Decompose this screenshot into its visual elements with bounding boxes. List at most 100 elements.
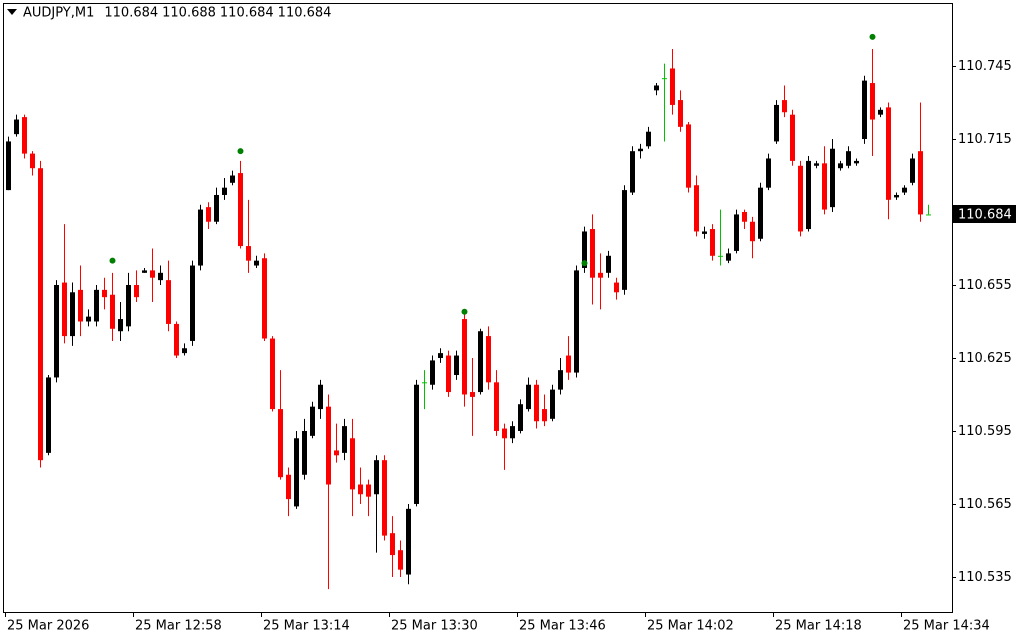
candle-body: [846, 151, 851, 166]
candle-body: [766, 158, 771, 188]
candle-body: [902, 187, 907, 193]
x-tick-label: 25 Mar 12:58: [135, 619, 222, 634]
fractal-dot: [581, 260, 588, 267]
fractal-dot: [237, 148, 244, 155]
candle-body: [598, 272, 603, 278]
candle-body: [678, 100, 683, 127]
candle-body: [406, 508, 411, 575]
candle-body: [54, 284, 59, 378]
y-tick-label: 110.565: [958, 497, 1012, 512]
candle-body: [126, 284, 131, 327]
candle-body: [422, 382, 427, 384]
candle-body: [38, 168, 43, 461]
candle-body: [854, 160, 859, 164]
candle-body: [158, 272, 163, 281]
candle-body: [894, 194, 899, 198]
y-tick-label: 110.655: [958, 278, 1012, 293]
candle-body: [694, 185, 699, 232]
candle-body: [46, 377, 51, 453]
candle-body: [710, 229, 715, 256]
fractal-dot: [461, 308, 468, 315]
y-tick-label: 110.595: [958, 424, 1012, 439]
candle-body: [870, 83, 875, 120]
candle-body: [742, 212, 747, 222]
candle-body: [734, 214, 739, 251]
candle-body: [574, 270, 579, 373]
candle-body: [86, 316, 91, 322]
candle-body: [238, 173, 243, 247]
y-tick-label: 110.715: [958, 132, 1012, 147]
candle-body: [526, 384, 531, 410]
candle-body: [294, 438, 299, 507]
y-tick-label: 110.745: [958, 59, 1012, 74]
candle-body: [94, 289, 99, 322]
candle-body: [774, 104, 779, 142]
candle-body: [118, 319, 123, 332]
fractal-dot: [869, 33, 876, 40]
candle-body: [622, 190, 627, 290]
menu-triangle[interactable]: [7, 9, 17, 15]
candle-body: [206, 207, 211, 222]
candle-body: [614, 282, 619, 293]
candle-body: [350, 438, 355, 490]
candle-body: [542, 409, 547, 422]
candle-body: [470, 392, 475, 397]
candle-body: [286, 474, 291, 500]
candle-body: [246, 246, 251, 261]
candle-body: [214, 194, 219, 222]
candle-body: [670, 68, 675, 105]
candle-body: [182, 348, 187, 354]
candle-body: [190, 265, 195, 341]
candle-body: [78, 289, 83, 322]
candle-body: [278, 409, 283, 478]
candle-body: [830, 148, 835, 208]
x-tick-label: 25 Mar 13:14: [263, 619, 350, 634]
candle-body: [790, 114, 795, 161]
candle-body: [654, 85, 659, 91]
candle-body: [910, 158, 915, 183]
x-tick-label: 25 Mar 13:30: [391, 619, 478, 634]
candle-body: [30, 153, 35, 169]
candle-body: [374, 460, 379, 495]
candle-body: [62, 282, 67, 337]
candle-body: [150, 270, 155, 278]
header-close: 110.684: [278, 6, 332, 21]
candle-body: [342, 426, 347, 453]
fractal-dot: [109, 257, 116, 264]
candle-body: [630, 151, 635, 193]
candle-body: [302, 430, 307, 475]
candle-body: [398, 550, 403, 570]
candle-body: [222, 187, 227, 195]
candle-body: [758, 187, 763, 239]
candle-body: [430, 360, 435, 385]
candle-body: [662, 78, 667, 80]
candle-body: [174, 323, 179, 356]
plot-frame: [3, 3, 953, 613]
candle-body: [886, 107, 891, 200]
candle-body: [862, 80, 867, 140]
candle-body: [486, 336, 491, 383]
header-high: 110.688: [162, 6, 216, 21]
candle-body: [718, 255, 723, 257]
header-ohlc: 110.684 110.688 110.684 110.684: [104, 6, 331, 21]
candle-body: [382, 460, 387, 536]
candle-body: [366, 484, 371, 497]
candle-body: [70, 292, 75, 337]
candle-body: [646, 131, 651, 147]
candle-body: [502, 428, 507, 439]
candle-body: [14, 119, 19, 135]
candle-body: [414, 384, 419, 504]
candle-body: [534, 384, 539, 422]
y-tick-label: 110.625: [958, 351, 1012, 366]
header-low: 110.684: [220, 6, 274, 21]
candle-body: [686, 124, 691, 188]
x-tick-label: 25 Mar 14:18: [775, 619, 862, 634]
candle-body: [750, 221, 755, 242]
symbol: AUDJPY,M1: [23, 6, 94, 21]
candle-body: [814, 163, 819, 166]
candle-body: [454, 355, 459, 376]
header-open: 110.684: [104, 6, 158, 21]
candle-body: [318, 384, 323, 410]
candle-body: [254, 260, 259, 266]
